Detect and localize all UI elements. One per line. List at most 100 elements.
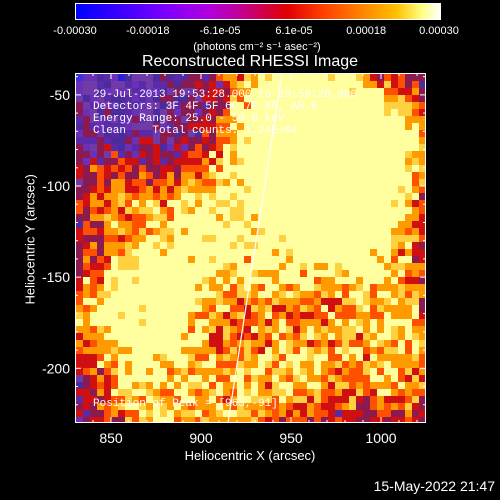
heatmap-cell — [391, 207, 398, 214]
heatmap-cell — [216, 158, 223, 165]
heatmap-cell — [104, 305, 111, 312]
heatmap-cell — [174, 249, 181, 256]
heatmap-cell — [370, 221, 377, 228]
heatmap-cell — [153, 277, 160, 284]
heatmap-cell — [384, 249, 391, 256]
heatmap-cell — [300, 214, 307, 221]
heatmap-cell — [174, 326, 181, 333]
heatmap-cell — [223, 151, 230, 158]
heatmap-cell — [132, 242, 139, 249]
heatmap-cell — [181, 298, 188, 305]
heatmap-cell — [118, 165, 125, 172]
heatmap-cell — [118, 228, 125, 235]
heatmap-cell — [160, 270, 167, 277]
heatmap-cell — [377, 221, 384, 228]
heatmap-cell — [321, 228, 328, 235]
heatmap-cell — [251, 102, 258, 109]
heatmap-cell — [342, 340, 349, 347]
heatmap-cell — [244, 284, 251, 291]
heatmap-cell — [384, 186, 391, 193]
heatmap-cell — [384, 172, 391, 179]
heatmap-cell — [83, 403, 90, 410]
heatmap-cell — [209, 277, 216, 284]
heatmap-cell — [286, 410, 293, 417]
heatmap-cell — [153, 172, 160, 179]
heatmap-cell — [300, 102, 307, 109]
heatmap-cell — [90, 102, 97, 109]
heatmap-cell — [118, 116, 125, 123]
heatmap-cell — [167, 319, 174, 326]
heatmap-cell — [146, 242, 153, 249]
heatmap-cell — [160, 249, 167, 256]
heatmap-cell — [139, 95, 146, 102]
heatmap-cell — [363, 137, 370, 144]
heatmap-cell — [195, 95, 202, 102]
heatmap-cell — [223, 396, 230, 403]
heatmap-cell — [167, 242, 174, 249]
heatmap-cell — [90, 179, 97, 186]
heatmap-cell — [300, 249, 307, 256]
heatmap-cell — [244, 235, 251, 242]
heatmap-cell — [363, 417, 370, 422]
heatmap-cell — [174, 291, 181, 298]
heatmap-cell — [321, 270, 328, 277]
heatmap-cell — [97, 200, 104, 207]
heatmap-cell — [286, 165, 293, 172]
heatmap-cell — [384, 242, 391, 249]
heatmap-cell — [300, 207, 307, 214]
heatmap-cell — [132, 361, 139, 368]
heatmap-cell — [209, 368, 216, 375]
heatmap-cell — [286, 291, 293, 298]
heatmap-cell — [216, 417, 223, 422]
heatmap-cell — [230, 123, 237, 130]
heatmap-cell — [160, 130, 167, 137]
heatmap-cell — [167, 305, 174, 312]
heatmap-cell — [370, 256, 377, 263]
heatmap-cell — [286, 249, 293, 256]
heatmap-cell — [300, 354, 307, 361]
heatmap-cell — [279, 340, 286, 347]
heatmap-cell — [384, 179, 391, 186]
heatmap-cell — [111, 186, 118, 193]
heatmap-cell — [111, 137, 118, 144]
heatmap-cell — [167, 382, 174, 389]
heatmap-cell — [97, 151, 104, 158]
heatmap-cell — [384, 130, 391, 137]
heatmap-cell — [223, 284, 230, 291]
heatmap-cell — [328, 172, 335, 179]
heatmap-cell — [195, 249, 202, 256]
heatmap-cell — [328, 235, 335, 242]
heatmap-cell — [272, 123, 279, 130]
heatmap-cell — [174, 389, 181, 396]
heatmap-cell — [265, 116, 272, 123]
heatmap-cell — [174, 158, 181, 165]
heatmap-cell — [125, 319, 132, 326]
heatmap-cell — [153, 207, 160, 214]
heatmap-cell — [223, 368, 230, 375]
heatmap-cell — [153, 291, 160, 298]
heatmap-cell — [132, 410, 139, 417]
heatmap-cell — [286, 109, 293, 116]
colorbar-tick-label: 6.1e-05 — [275, 25, 313, 37]
heatmap-cell — [370, 249, 377, 256]
heatmap-cell — [216, 207, 223, 214]
heatmap-cell — [377, 298, 384, 305]
heatmap-cell — [244, 375, 251, 382]
heatmap-cell — [321, 193, 328, 200]
heatmap-cell — [384, 123, 391, 130]
heatmap-cell — [412, 214, 419, 221]
heatmap-cell — [300, 368, 307, 375]
heatmap-cell — [272, 375, 279, 382]
heatmap-cell — [76, 305, 83, 312]
heatmap-cell — [237, 410, 244, 417]
heatmap-cell — [209, 375, 216, 382]
heatmap-cell — [279, 137, 286, 144]
heatmap-cell — [300, 312, 307, 319]
heatmap-cell — [209, 312, 216, 319]
heatmap-cell — [307, 298, 314, 305]
heatmap-cell — [412, 361, 419, 368]
heatmap-cell — [405, 403, 412, 410]
heatmap-cell — [398, 123, 405, 130]
heatmap-cell — [230, 151, 237, 158]
